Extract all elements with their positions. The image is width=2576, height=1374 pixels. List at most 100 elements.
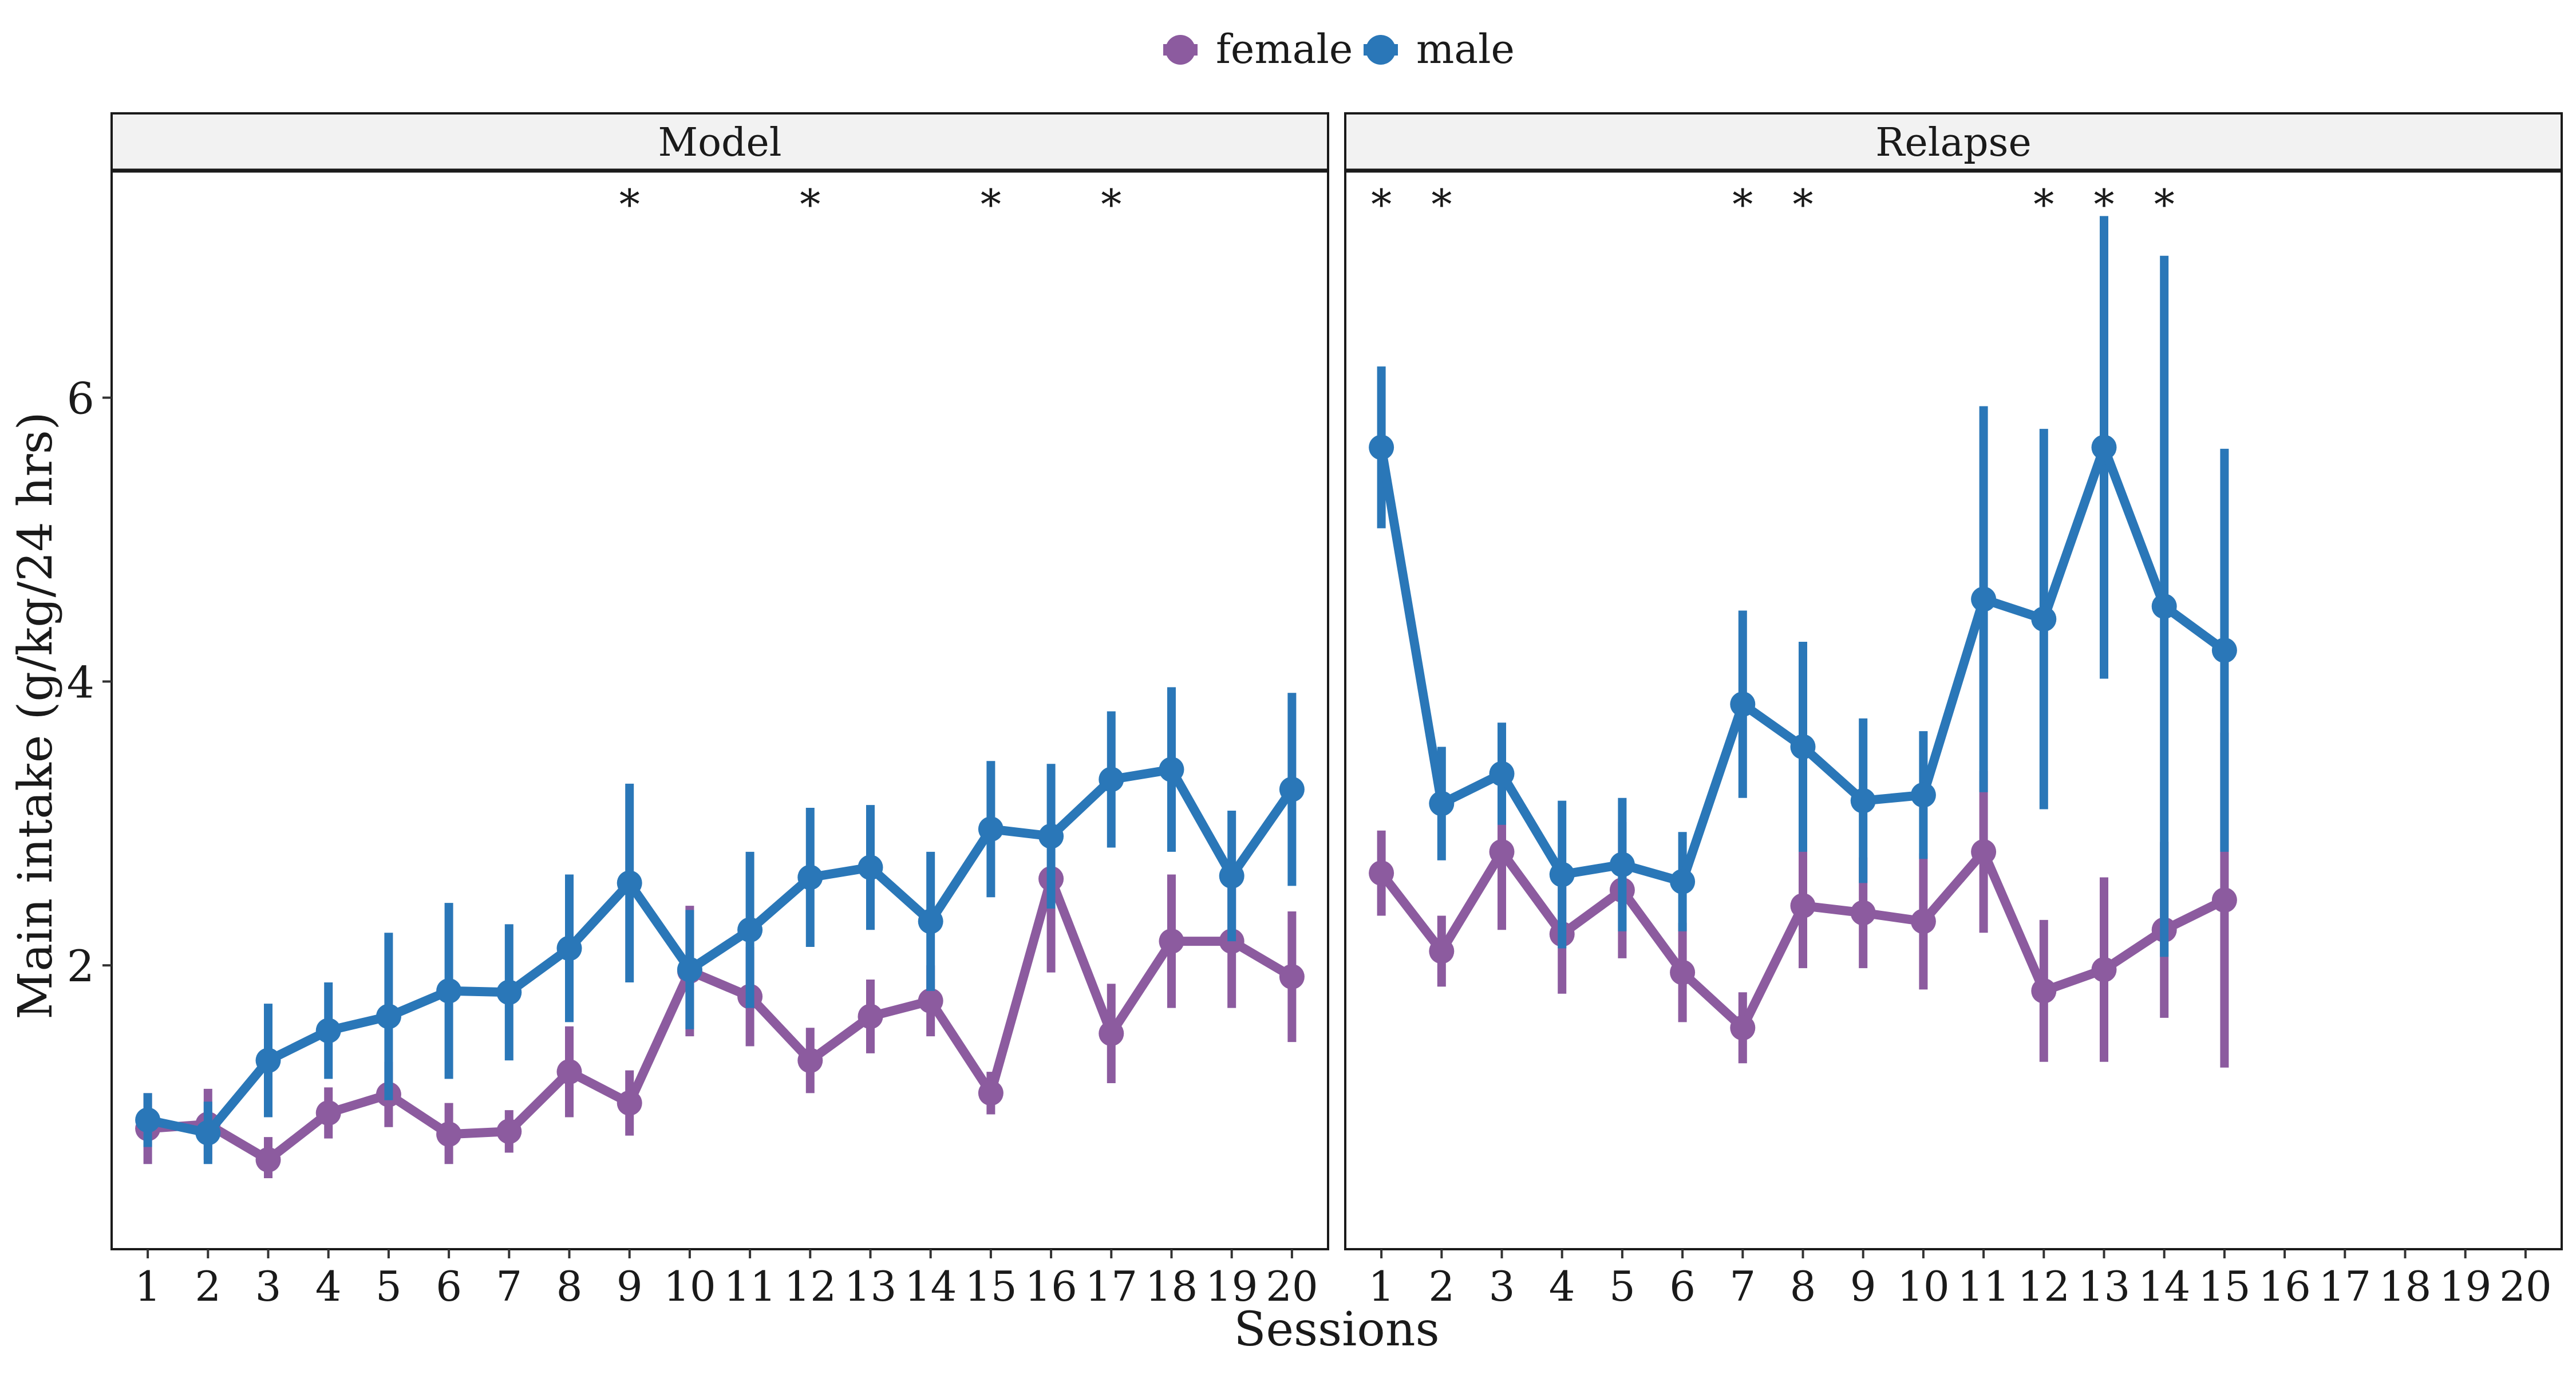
x-tick-label: 8 xyxy=(1790,1262,1816,1310)
x-tick-label: 18 xyxy=(1145,1262,1198,1310)
x-tick-label: 16 xyxy=(1025,1262,1077,1310)
data-point-female xyxy=(1790,893,1816,919)
data-point-female xyxy=(617,1090,642,1116)
data-point-male xyxy=(1790,734,1816,760)
data-point-male xyxy=(2151,594,2177,619)
data-point-female xyxy=(2031,978,2057,1004)
data-point-female xyxy=(1159,929,1184,954)
x-tick-label: 2 xyxy=(195,1262,221,1310)
data-point-male xyxy=(918,909,943,934)
legend-label-female: female xyxy=(1216,26,1353,73)
data-point-female xyxy=(1670,960,1696,985)
data-point-female xyxy=(1279,964,1305,990)
x-tick-label: 11 xyxy=(724,1262,776,1310)
significance-marker: * xyxy=(981,180,1001,228)
data-point-male xyxy=(195,1120,221,1146)
data-point-female xyxy=(1429,938,1455,964)
x-tick-label: 1 xyxy=(135,1262,161,1310)
significance-marker: * xyxy=(1732,180,1753,228)
x-tick-label: 9 xyxy=(1850,1262,1876,1310)
data-point-male xyxy=(2091,435,2117,460)
data-point-male xyxy=(1429,791,1455,816)
data-point-female xyxy=(496,1119,522,1144)
x-tick-label: 16 xyxy=(2258,1262,2311,1310)
data-point-female xyxy=(436,1122,462,1147)
x-tick-label: 6 xyxy=(436,1262,462,1310)
x-tick-label: 2 xyxy=(1428,1262,1455,1310)
data-point-male xyxy=(1850,788,1876,814)
data-point-male xyxy=(376,1004,401,1029)
significance-marker: * xyxy=(1101,180,1121,228)
data-point-male xyxy=(617,870,642,896)
data-point-male xyxy=(797,864,823,890)
legend-swatch-dot-male xyxy=(1366,35,1396,65)
x-tick-label: 12 xyxy=(784,1262,836,1310)
x-tick-label: 11 xyxy=(1957,1262,2010,1310)
significance-marker: * xyxy=(800,180,820,228)
data-point-female xyxy=(978,1080,1003,1106)
data-point-male xyxy=(1489,761,1515,787)
data-point-male xyxy=(737,917,763,943)
y-tick-label: 6 xyxy=(67,373,94,424)
x-tick-label: 17 xyxy=(2318,1262,2371,1310)
strip-background xyxy=(1344,112,2563,172)
data-point-female xyxy=(2211,887,2237,913)
x-tick-label: 7 xyxy=(1729,1262,1756,1310)
data-point-female xyxy=(315,1100,341,1126)
x-tick-label: 9 xyxy=(617,1262,643,1310)
legend-label-male: male xyxy=(1416,26,1515,73)
x-tick-label: 1 xyxy=(1368,1262,1394,1310)
x-tick-label: 20 xyxy=(1266,1262,1318,1310)
data-point-female xyxy=(1369,860,1394,886)
strip-background xyxy=(110,112,1329,172)
significance-marker: * xyxy=(1793,180,1814,228)
x-tick-label: 7 xyxy=(496,1262,522,1310)
x-tick-label: 4 xyxy=(315,1262,342,1310)
data-point-male xyxy=(1159,757,1184,783)
y-axis-label: Main intake (g/kg/24 hrs) xyxy=(9,412,63,1020)
y-tick-label: 2 xyxy=(67,941,94,992)
data-point-male xyxy=(1971,586,1997,612)
series-line-male xyxy=(143,765,1297,1138)
data-point-female xyxy=(1910,909,1936,934)
data-point-male xyxy=(1549,862,1575,887)
x-tick-label: 3 xyxy=(255,1262,282,1310)
data-point-male xyxy=(1730,692,1756,717)
x-tick-label: 19 xyxy=(1206,1262,1258,1310)
data-point-male xyxy=(1670,868,1696,894)
data-point-female xyxy=(858,1004,883,1029)
data-point-male xyxy=(135,1107,161,1133)
x-tick-label: 12 xyxy=(2017,1262,2070,1310)
data-point-female xyxy=(556,1059,582,1085)
y-tick-label: 4 xyxy=(67,657,94,708)
data-point-female xyxy=(1850,900,1876,926)
significance-marker: * xyxy=(2033,180,2054,228)
data-point-male xyxy=(2211,637,2237,663)
data-point-male xyxy=(1219,863,1244,889)
x-tick-label: 5 xyxy=(376,1262,402,1310)
panel-border xyxy=(110,169,1329,1250)
x-tick-label: 14 xyxy=(904,1262,957,1310)
x-tick-label: 8 xyxy=(556,1262,583,1310)
significance-marker: * xyxy=(619,180,640,228)
data-point-male xyxy=(677,957,702,982)
data-point-female xyxy=(1489,839,1515,864)
x-tick-label: 18 xyxy=(2379,1262,2432,1310)
significance-marker: * xyxy=(2154,180,2175,228)
significance-marker: * xyxy=(1431,180,1452,228)
data-point-male xyxy=(2031,606,2057,632)
data-point-male xyxy=(1369,435,1394,460)
legend: female male xyxy=(1163,26,1515,73)
data-point-male xyxy=(255,1048,281,1073)
data-point-male xyxy=(1609,852,1635,878)
x-tick-label: 13 xyxy=(844,1262,897,1310)
x-tick-label: 20 xyxy=(2499,1262,2552,1310)
data-point-male xyxy=(1038,823,1064,849)
data-point-male xyxy=(1099,767,1124,792)
strip-title: Relapse xyxy=(1875,120,2031,165)
x-tick-label: 10 xyxy=(1897,1262,1950,1310)
data-point-male xyxy=(436,978,462,1004)
